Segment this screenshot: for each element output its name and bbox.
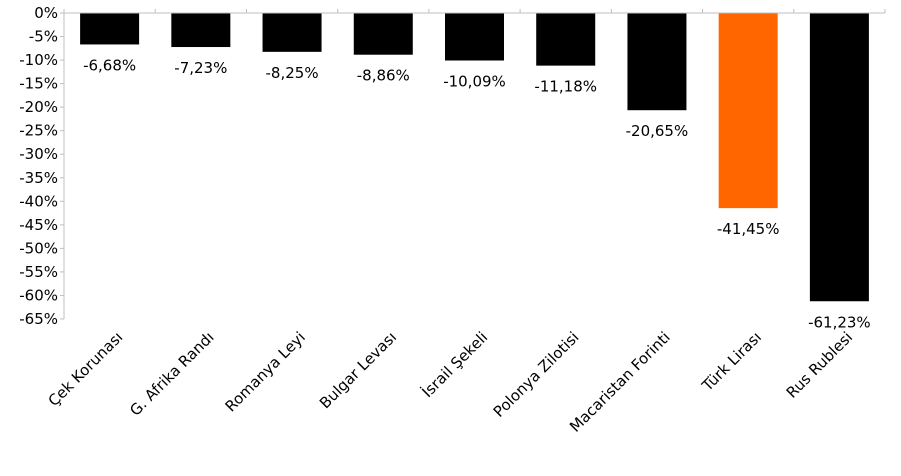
x-category-label: Rus Rublesi	[783, 328, 857, 402]
bar-data-label: -7,23%	[174, 59, 227, 77]
x-category-label: G. Afrika Randı	[126, 328, 217, 419]
y-tick-label: -60%	[19, 286, 58, 304]
bar-data-label: -6,68%	[83, 56, 136, 74]
bars-group	[80, 13, 869, 302]
y-tick-label: -25%	[19, 122, 58, 140]
x-category-label: Romanya Leyi	[222, 328, 309, 415]
bar	[627, 13, 687, 111]
y-tick-label: -30%	[19, 145, 58, 163]
y-tick-label: -5%	[29, 28, 58, 46]
x-axis	[63, 9, 886, 14]
bar	[262, 13, 322, 52]
y-tick-label: -65%	[19, 310, 58, 328]
y-tick-label: -40%	[19, 192, 58, 210]
bar-data-label: -8,25%	[266, 64, 319, 82]
y-tick-label: -55%	[19, 263, 58, 281]
bar-data-label: -10,09%	[443, 73, 506, 91]
y-tick-label: -45%	[19, 216, 58, 234]
bar-data-label: -11,18%	[534, 78, 597, 96]
x-category-label: İsrail Şekeli	[418, 327, 492, 401]
x-category-label: Çek Korunası	[45, 328, 127, 410]
bar	[809, 13, 869, 302]
y-tick-label: -20%	[19, 98, 58, 116]
bar-data-label: -20,65%	[626, 122, 689, 140]
data-labels-group: -6,68% -7,23% -8,25% -8,86% -10,09% -11,18% -2…	[83, 56, 871, 331]
x-category-label: Türk Lirası	[698, 328, 765, 395]
category-labels-group: Çek Korunası G. Afrika Randı Romanya Leyi B…	[45, 327, 857, 435]
bar	[718, 13, 778, 209]
y-tick-label: -35%	[19, 169, 58, 187]
bar	[353, 13, 413, 55]
y-tick-label: 0%	[34, 4, 58, 22]
bar-data-label: -41,45%	[717, 220, 780, 238]
y-tick-label: -10%	[19, 51, 58, 69]
bar-data-label: -8,86%	[357, 67, 410, 85]
x-category-label: Bulgar Levası	[316, 328, 400, 412]
bar	[80, 13, 140, 45]
y-tick-label: -50%	[19, 239, 58, 257]
bar-data-label: -61,23%	[808, 313, 871, 331]
y-axis: 0% -5% -10% -15% -20% -25% -30% -35% -40% -45% -50…	[19, 4, 65, 328]
x-category-label: Macaristan Forinti	[566, 328, 674, 436]
y-tick-label: -15%	[19, 75, 58, 93]
bar	[445, 13, 504, 61]
bar	[536, 13, 596, 66]
bar	[171, 13, 231, 48]
x-category-label: Polonya Zilotisi	[490, 328, 583, 421]
